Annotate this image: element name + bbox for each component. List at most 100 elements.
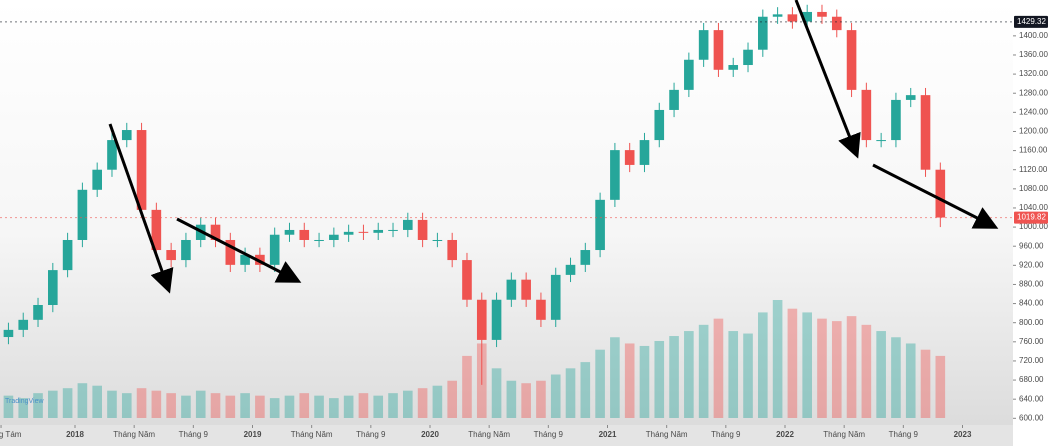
candle-body (920, 95, 931, 170)
volume-bar (861, 324, 872, 418)
candle-body (521, 279, 531, 300)
volume-bar (269, 398, 280, 418)
candle-body (358, 231, 369, 233)
volume-bar (240, 393, 250, 418)
volume-bar (728, 331, 739, 418)
volume-bar (18, 398, 29, 418)
volume-bar (669, 336, 679, 418)
price-label-box (1014, 211, 1048, 224)
volume-bar (876, 331, 886, 418)
volume-bar (329, 398, 339, 418)
volume-bar (3, 395, 14, 418)
y-tick-label: 840.00 (1019, 299, 1044, 308)
volume-bar (743, 333, 753, 418)
volume-bar (802, 312, 812, 418)
trend-arrow (176, 217, 302, 283)
candle-body (565, 264, 576, 275)
volume-bar (580, 362, 591, 418)
volume-bar (610, 337, 620, 418)
candle-body (935, 169, 946, 218)
candle-body (166, 250, 176, 261)
candle-body (18, 319, 29, 330)
candle-body (743, 49, 753, 66)
price-label-box (1014, 15, 1048, 28)
y-tick-label: 1360.00 (1019, 50, 1048, 59)
volume-bar (299, 393, 310, 418)
volume-bar (62, 388, 73, 418)
y-tick-label: 1400.00 (1019, 31, 1048, 40)
y-tick-label: 640.00 (1019, 394, 1044, 403)
candle-body (787, 14, 798, 22)
volume-bar (521, 383, 531, 418)
candle-body (225, 239, 236, 265)
candle-body (491, 299, 502, 340)
volume-bar (462, 355, 472, 418)
candle-body (33, 305, 43, 320)
x-tick-label: 2021 (599, 430, 617, 439)
price-label: 1019.82 (1017, 213, 1046, 222)
volume-bar (565, 368, 576, 418)
volume-bar (432, 385, 443, 418)
volume-bar (343, 395, 354, 418)
candle-body (373, 229, 384, 233)
candle-body (550, 274, 561, 320)
trend-arrow (108, 123, 174, 294)
candle-body (580, 250, 591, 265)
price-label: 1429.32 (1017, 17, 1046, 26)
volume-bar (417, 388, 428, 418)
volume-bar (891, 337, 901, 418)
y-tick-label: 760.00 (1019, 337, 1044, 346)
trend-arrow (794, 0, 861, 159)
candle-body (639, 140, 650, 165)
trend-arrow (872, 163, 999, 229)
candle-body (758, 16, 768, 50)
candle-body (669, 89, 679, 110)
candle-body (417, 219, 428, 240)
volume-bar (624, 343, 635, 418)
candle-body (329, 234, 339, 240)
x-tick-label: 2023 (954, 430, 972, 439)
volume-bar (698, 324, 709, 418)
volume-bar (284, 395, 295, 418)
candle-body (728, 65, 739, 70)
candle-body (240, 254, 250, 265)
y-tick-label: 800.00 (1019, 318, 1044, 327)
candle-body (269, 234, 280, 265)
candle-body (772, 14, 783, 17)
candle-body (299, 229, 310, 240)
y-tick-label: 920.00 (1019, 260, 1044, 269)
volume-bar (136, 388, 147, 418)
x-tick-label: Tháng Năm (823, 430, 865, 439)
volume-bar (403, 390, 413, 418)
y-tick-label: 1120.00 (1019, 165, 1048, 174)
candle-body (284, 229, 295, 235)
candle-body (62, 239, 73, 271)
candle-body (181, 239, 191, 261)
candle-body (536, 299, 546, 320)
plot-background (0, 0, 1013, 425)
y-tick-label: 960.00 (1019, 241, 1044, 250)
candle-body (343, 231, 354, 235)
time-axis-panel (0, 425, 1013, 446)
volume-bar (77, 383, 88, 418)
volume-bar (935, 355, 946, 418)
candle-body (432, 239, 443, 241)
candle-body (121, 130, 132, 141)
x-tick-label: 2018 (66, 430, 84, 439)
volume-bar (831, 321, 842, 418)
volume-bar (210, 393, 221, 418)
volume-bar (772, 300, 783, 418)
candle-body (462, 260, 472, 300)
volume-bar (491, 368, 502, 418)
candle-body (92, 169, 102, 190)
y-tick-label: 600.00 (1019, 413, 1044, 422)
volume-bar (107, 390, 117, 418)
candle-body (136, 130, 147, 210)
candle-body (876, 140, 886, 142)
candle-body (684, 59, 694, 90)
y-tick-label: 720.00 (1019, 356, 1044, 365)
candle-body (891, 99, 901, 141)
volume-bar (447, 380, 457, 418)
volume-bar (121, 393, 132, 418)
